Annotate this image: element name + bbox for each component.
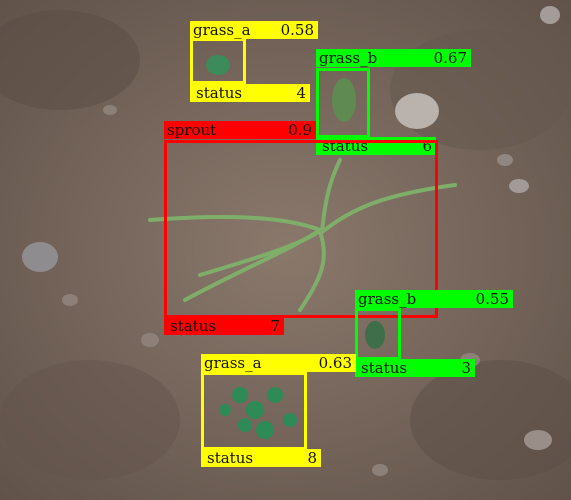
detection-label: grass_a 0.63 xyxy=(201,354,356,372)
status-text: status xyxy=(361,359,408,377)
status-text: status xyxy=(207,449,254,467)
detection-label: grass_b 0.55 xyxy=(355,290,513,308)
confidence-score: 0.67 xyxy=(433,49,467,67)
confidence-score: 0.55 xyxy=(475,290,509,308)
grass-seedling-plant xyxy=(219,387,297,439)
detection-box-grass-a xyxy=(190,38,246,84)
status-label: status 3 xyxy=(355,359,475,377)
pebble xyxy=(524,430,552,450)
status-label: status 4 xyxy=(190,84,310,102)
status-label: status 8 xyxy=(201,449,321,467)
confidence-score: 0.63 xyxy=(318,354,352,372)
detection-box-grass-b xyxy=(316,68,370,138)
status-value: 4 xyxy=(296,84,306,102)
class-name: grass_b xyxy=(319,49,378,67)
confidence-score: 0.58 xyxy=(280,21,314,39)
class-name: grass_a xyxy=(193,21,251,39)
status-value: 3 xyxy=(461,359,471,377)
status-label: status 7 xyxy=(164,317,284,335)
detection-box-sprout xyxy=(164,140,438,318)
pebble xyxy=(509,179,529,193)
status-text: status xyxy=(170,317,217,335)
class-name: grass_a xyxy=(204,354,262,372)
pebble xyxy=(22,242,58,272)
class-name: grass_b xyxy=(358,290,417,308)
status-value: 8 xyxy=(307,449,317,467)
detection-label: sprout 0.9 xyxy=(164,121,316,139)
confidence-score: 0.9 xyxy=(288,121,312,139)
class-name: sprout xyxy=(167,121,217,139)
status-value: 7 xyxy=(270,317,280,335)
status-text: status xyxy=(196,84,243,102)
detection-box-grass-a xyxy=(201,372,307,450)
grass-seedling-plant xyxy=(332,78,356,122)
grass-seedling-plant xyxy=(206,55,230,75)
pebble xyxy=(395,93,439,129)
grass-seedling-plant xyxy=(365,321,385,349)
detection-label: grass_b 0.67 xyxy=(316,49,471,67)
sprout-plant xyxy=(148,158,457,312)
detection-label: grass_a 0.58 xyxy=(190,21,318,39)
detection-box-grass-b xyxy=(355,308,401,360)
status-value: 6 xyxy=(422,137,432,155)
